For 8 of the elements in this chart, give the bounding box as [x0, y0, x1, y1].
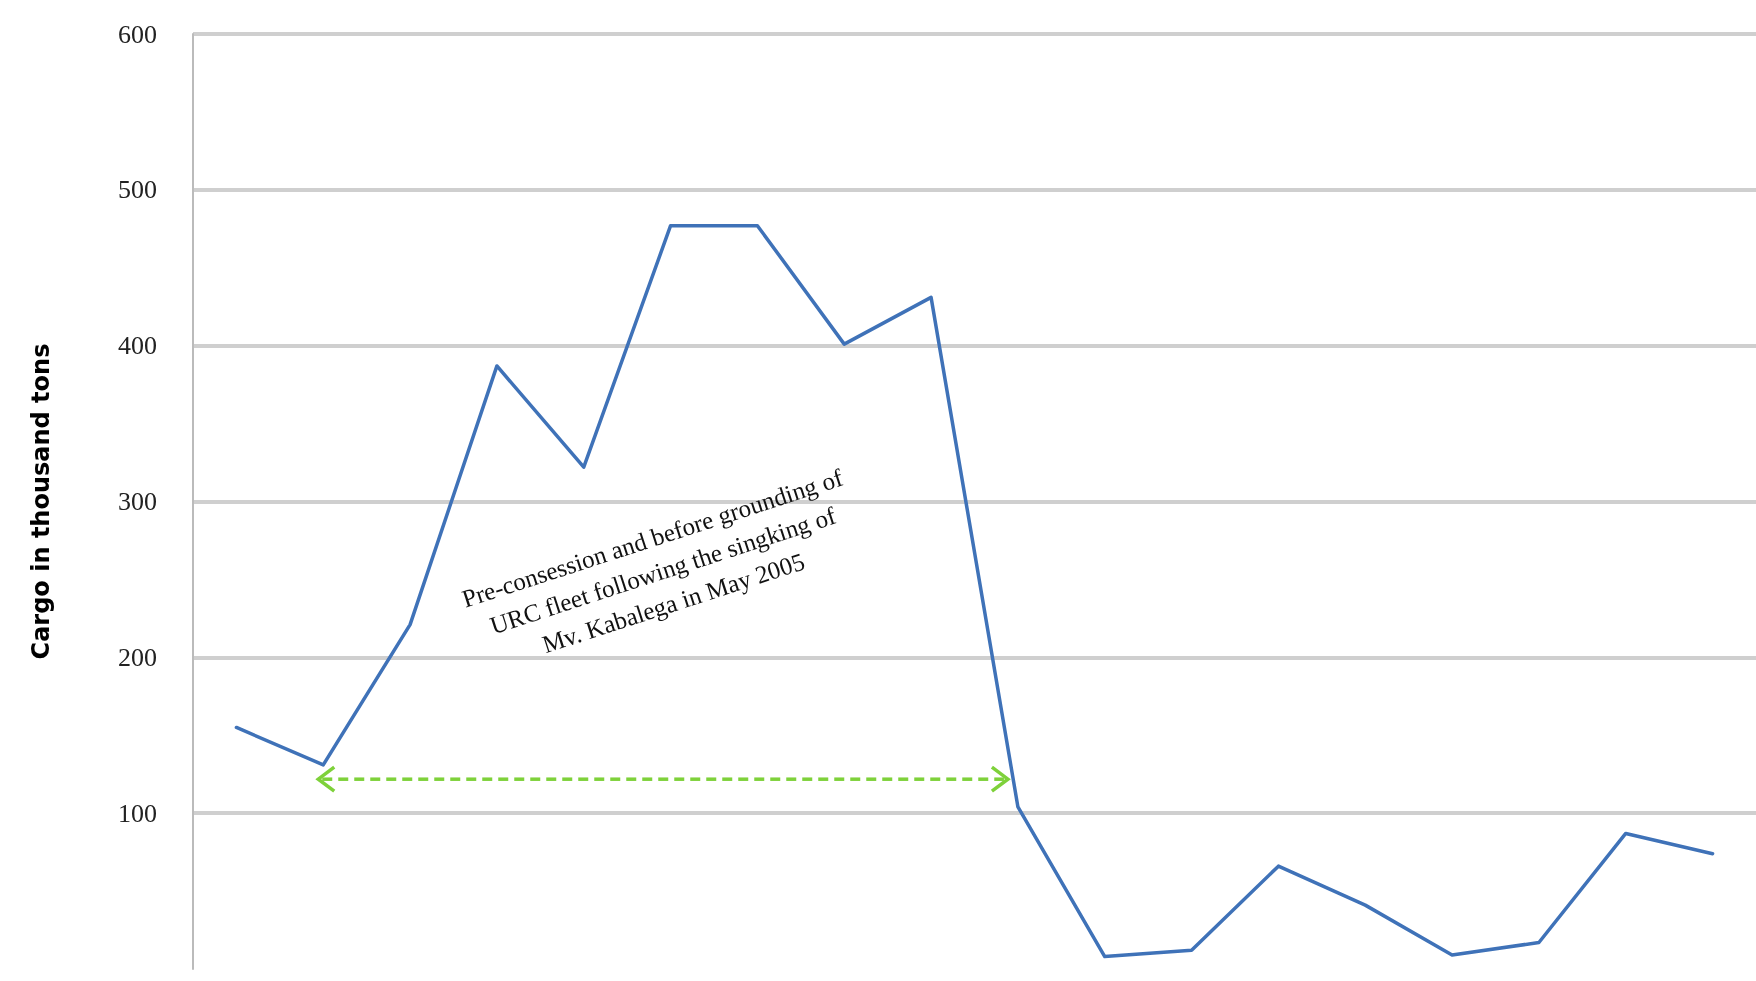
- y-tick-label: 600: [118, 19, 157, 49]
- y-axis-title: Cargo in thousand tons: [27, 343, 55, 660]
- line-series: [234, 223, 1715, 959]
- y-tick-label: 400: [118, 331, 157, 361]
- y-tick-label: 200: [118, 642, 157, 672]
- y-tick-label: 300: [118, 487, 157, 516]
- y-tick-label: 500: [118, 175, 157, 205]
- y-tick-label: 100: [118, 798, 157, 828]
